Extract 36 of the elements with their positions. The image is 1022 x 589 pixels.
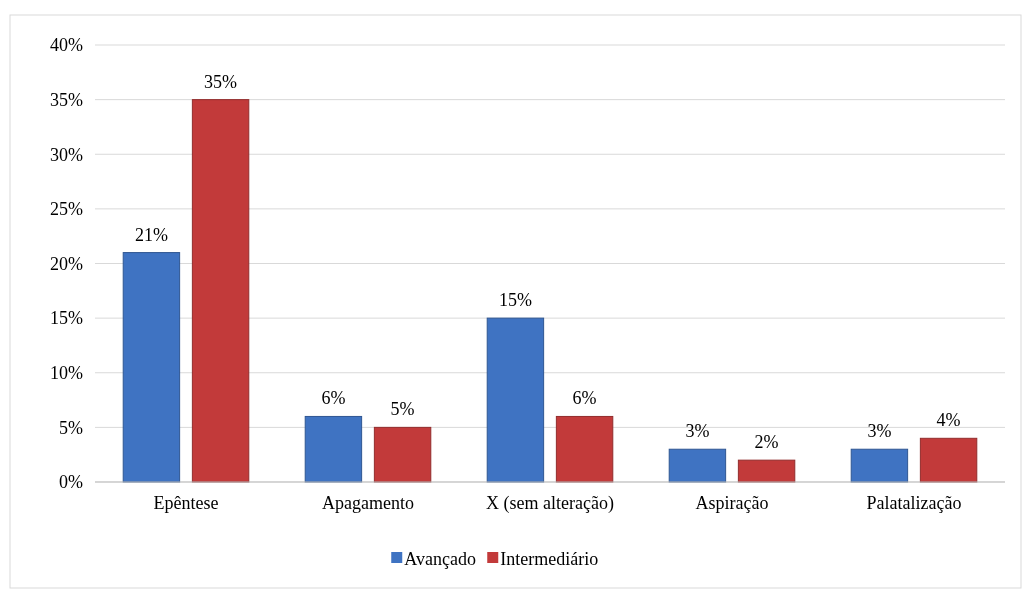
text: 21% (134, 224, 168, 245)
legend-label: Avançado (404, 549, 476, 570)
text: 2% (754, 432, 779, 453)
text: 6% (572, 388, 597, 409)
y-tick-label: 35% (50, 89, 83, 110)
x-tick-label: Epêntese (153, 493, 219, 513)
text: 3% (867, 421, 892, 442)
x-tick-label: Aspiração (695, 493, 769, 513)
x-tick-label: Palatalização (866, 493, 962, 513)
legend-label: Intermediário (500, 549, 599, 570)
y-tick-label: 30% (50, 144, 83, 165)
text: 4% (936, 410, 961, 431)
bar (919, 437, 978, 483)
bar (122, 252, 181, 483)
x-tick-label: X (sem alteração) (486, 493, 614, 514)
bar (304, 415, 363, 483)
text: 3% (685, 421, 710, 442)
y-tick-label: 10% (50, 363, 83, 384)
y-tick-label: 20% (50, 253, 83, 274)
y-tick-label: 5% (59, 417, 83, 438)
y-tick-label: 0% (59, 472, 83, 493)
x-tick-label: Apagamento (322, 493, 414, 513)
bar (555, 415, 614, 483)
bar (486, 317, 545, 483)
y-tick-label: 15% (50, 308, 83, 329)
text: 15% (498, 290, 532, 311)
bar (191, 99, 250, 483)
bar (737, 459, 796, 483)
bar (850, 448, 909, 483)
text: 6% (321, 388, 346, 409)
y-tick-label: 40% (50, 35, 83, 56)
text: 35% (204, 71, 238, 92)
y-tick-label: 25% (50, 199, 83, 220)
bar (373, 426, 432, 483)
bar (668, 448, 727, 483)
text: 5% (390, 399, 415, 420)
